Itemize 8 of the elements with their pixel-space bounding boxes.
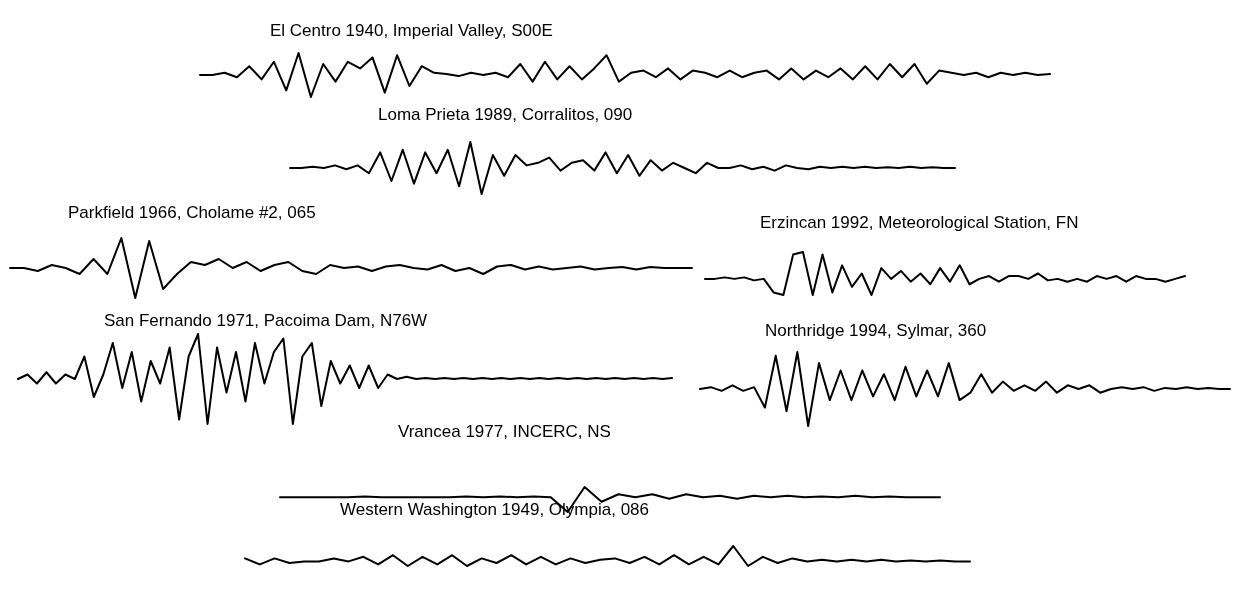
chart-title: Erzincan 1992, Meteorological Station, FN xyxy=(760,213,1079,232)
chart-title: Western Washington 1949, Olympia, 086 xyxy=(340,500,649,519)
chart-title: Loma Prieta 1989, Corralitos, 090 xyxy=(378,105,633,124)
chart-title: Vrancea 1977, INCERC, NS xyxy=(398,422,611,441)
chart-title: Parkfield 1966, Cholame #2, 065 xyxy=(68,203,316,222)
chart-title: El Centro 1940, Imperial Valley, S00E xyxy=(270,21,553,40)
chart-title: Northridge 1994, Sylmar, 360 xyxy=(765,321,987,340)
chart-title: San Fernando 1971, Pacoima Dam, N76W xyxy=(104,311,428,330)
